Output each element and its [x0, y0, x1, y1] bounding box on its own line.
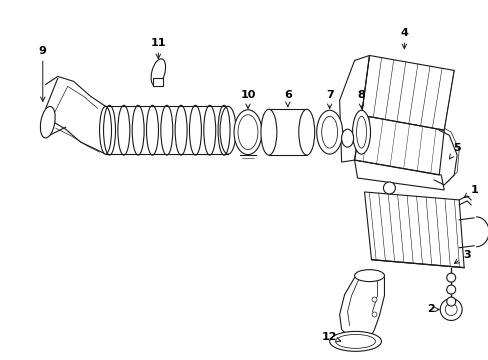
Ellipse shape — [341, 129, 353, 147]
Ellipse shape — [371, 312, 376, 317]
Text: 1: 1 — [463, 185, 477, 198]
Ellipse shape — [100, 106, 111, 154]
Ellipse shape — [335, 334, 375, 348]
Ellipse shape — [261, 109, 276, 155]
Text: 5: 5 — [448, 143, 460, 159]
Text: 3: 3 — [453, 250, 470, 264]
Text: 4: 4 — [400, 28, 407, 49]
Ellipse shape — [444, 303, 456, 315]
Ellipse shape — [446, 273, 455, 282]
Ellipse shape — [383, 182, 395, 194]
Ellipse shape — [439, 298, 461, 320]
Text: 6: 6 — [284, 90, 291, 107]
Ellipse shape — [220, 106, 236, 154]
Text: 12: 12 — [321, 332, 340, 342]
Ellipse shape — [352, 110, 370, 154]
Text: 10: 10 — [240, 90, 255, 108]
Ellipse shape — [298, 109, 314, 155]
Ellipse shape — [151, 59, 165, 86]
Text: 7: 7 — [325, 90, 333, 108]
Ellipse shape — [446, 297, 455, 306]
Ellipse shape — [321, 116, 337, 148]
Bar — [153, 78, 163, 86]
Text: 9: 9 — [39, 45, 47, 102]
Ellipse shape — [329, 332, 381, 351]
Ellipse shape — [446, 285, 455, 294]
Text: 8: 8 — [357, 90, 365, 108]
Ellipse shape — [41, 107, 55, 138]
Ellipse shape — [234, 110, 262, 154]
Text: 11: 11 — [150, 37, 166, 59]
Ellipse shape — [371, 297, 376, 302]
Ellipse shape — [356, 116, 366, 148]
Ellipse shape — [238, 115, 258, 150]
Text: 2: 2 — [427, 305, 438, 315]
Ellipse shape — [354, 270, 384, 282]
Ellipse shape — [316, 110, 342, 154]
